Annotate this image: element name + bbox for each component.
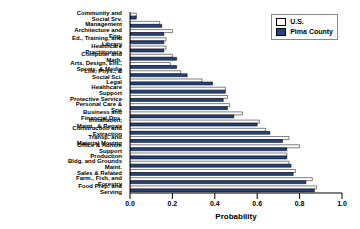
svg-text:0.8: 0.8 <box>295 200 305 207</box>
svg-text:HealthcareSupport: HealthcareSupport <box>91 84 122 96</box>
svg-text:Life, Phys., &Social Sci.: Life, Phys., &Social Sci. <box>84 68 122 80</box>
svg-text:Community andSocial Srv.: Community andSocial Srv. <box>77 10 123 22</box>
svg-text:0.6: 0.6 <box>252 200 262 207</box>
svg-text:1.0: 1.0 <box>337 200 347 207</box>
svg-text:0.4: 0.4 <box>210 200 220 207</box>
svg-text:Bldg. and GroundsMaint.: Bldg. and GroundsMaint. <box>68 158 123 170</box>
svg-text:Probability: Probability <box>215 212 257 221</box>
svg-text:0.2: 0.2 <box>168 200 178 207</box>
svg-text:Food Prep. andServing: Food Prep. andServing <box>78 183 122 195</box>
svg-text:Office & Admin.Support: Office & Admin.Support <box>77 142 122 154</box>
svg-text:0.0: 0.0 <box>125 200 135 207</box>
